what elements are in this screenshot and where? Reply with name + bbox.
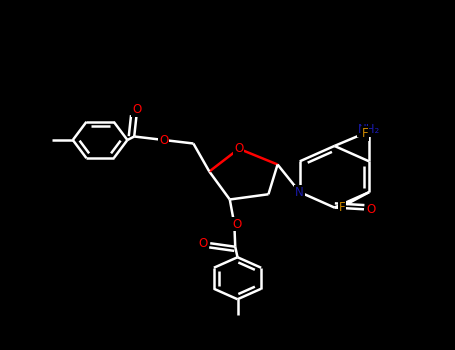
Text: O: O	[199, 237, 208, 250]
Text: O: O	[159, 133, 168, 147]
Text: O: O	[234, 142, 243, 155]
Text: O: O	[366, 203, 375, 216]
Text: F: F	[362, 127, 368, 140]
Text: NH₂: NH₂	[358, 122, 380, 136]
Text: O: O	[132, 103, 141, 116]
Text: N: N	[295, 186, 304, 199]
Text: O: O	[233, 217, 242, 231]
Text: F: F	[339, 201, 345, 215]
